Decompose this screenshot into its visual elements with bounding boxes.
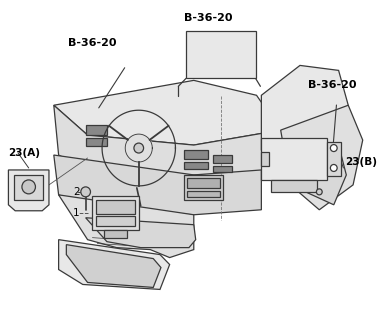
Bar: [92, 196, 139, 230]
Bar: [285, 160, 319, 174]
Text: B-36-20: B-36-20: [184, 12, 232, 23]
Bar: [104, 230, 127, 238]
Circle shape: [331, 164, 337, 172]
Bar: [261, 138, 327, 180]
Bar: [261, 152, 269, 166]
Polygon shape: [54, 155, 261, 215]
Bar: [184, 162, 208, 169]
Bar: [184, 175, 223, 200]
Polygon shape: [261, 65, 348, 170]
Bar: [271, 180, 318, 192]
Text: 23(B): 23(B): [345, 157, 377, 167]
Bar: [327, 142, 340, 176]
Text: 23(A): 23(A): [8, 148, 41, 158]
Bar: [184, 150, 208, 159]
Text: B-36-20: B-36-20: [308, 80, 356, 90]
Circle shape: [22, 180, 36, 194]
Bar: [96, 216, 135, 226]
Polygon shape: [54, 80, 281, 145]
Text: 1: 1: [73, 208, 80, 218]
Text: 2: 2: [73, 187, 80, 197]
Polygon shape: [59, 195, 194, 258]
Circle shape: [316, 189, 322, 195]
Polygon shape: [8, 170, 49, 211]
Text: B-36-20: B-36-20: [68, 38, 117, 49]
Bar: [96, 200, 135, 214]
Polygon shape: [125, 134, 152, 162]
Polygon shape: [59, 240, 170, 289]
Polygon shape: [86, 218, 196, 248]
Bar: [86, 138, 107, 146]
Bar: [14, 175, 43, 200]
Bar: [213, 166, 232, 172]
Bar: [187, 178, 220, 188]
Polygon shape: [281, 105, 363, 210]
Bar: [187, 191, 220, 197]
Bar: [86, 125, 107, 135]
Polygon shape: [54, 105, 281, 175]
Circle shape: [134, 143, 144, 153]
Polygon shape: [66, 244, 161, 287]
Circle shape: [331, 145, 337, 152]
Bar: [213, 155, 232, 163]
Bar: [186, 31, 255, 78]
Circle shape: [81, 187, 90, 197]
Polygon shape: [285, 145, 346, 205]
